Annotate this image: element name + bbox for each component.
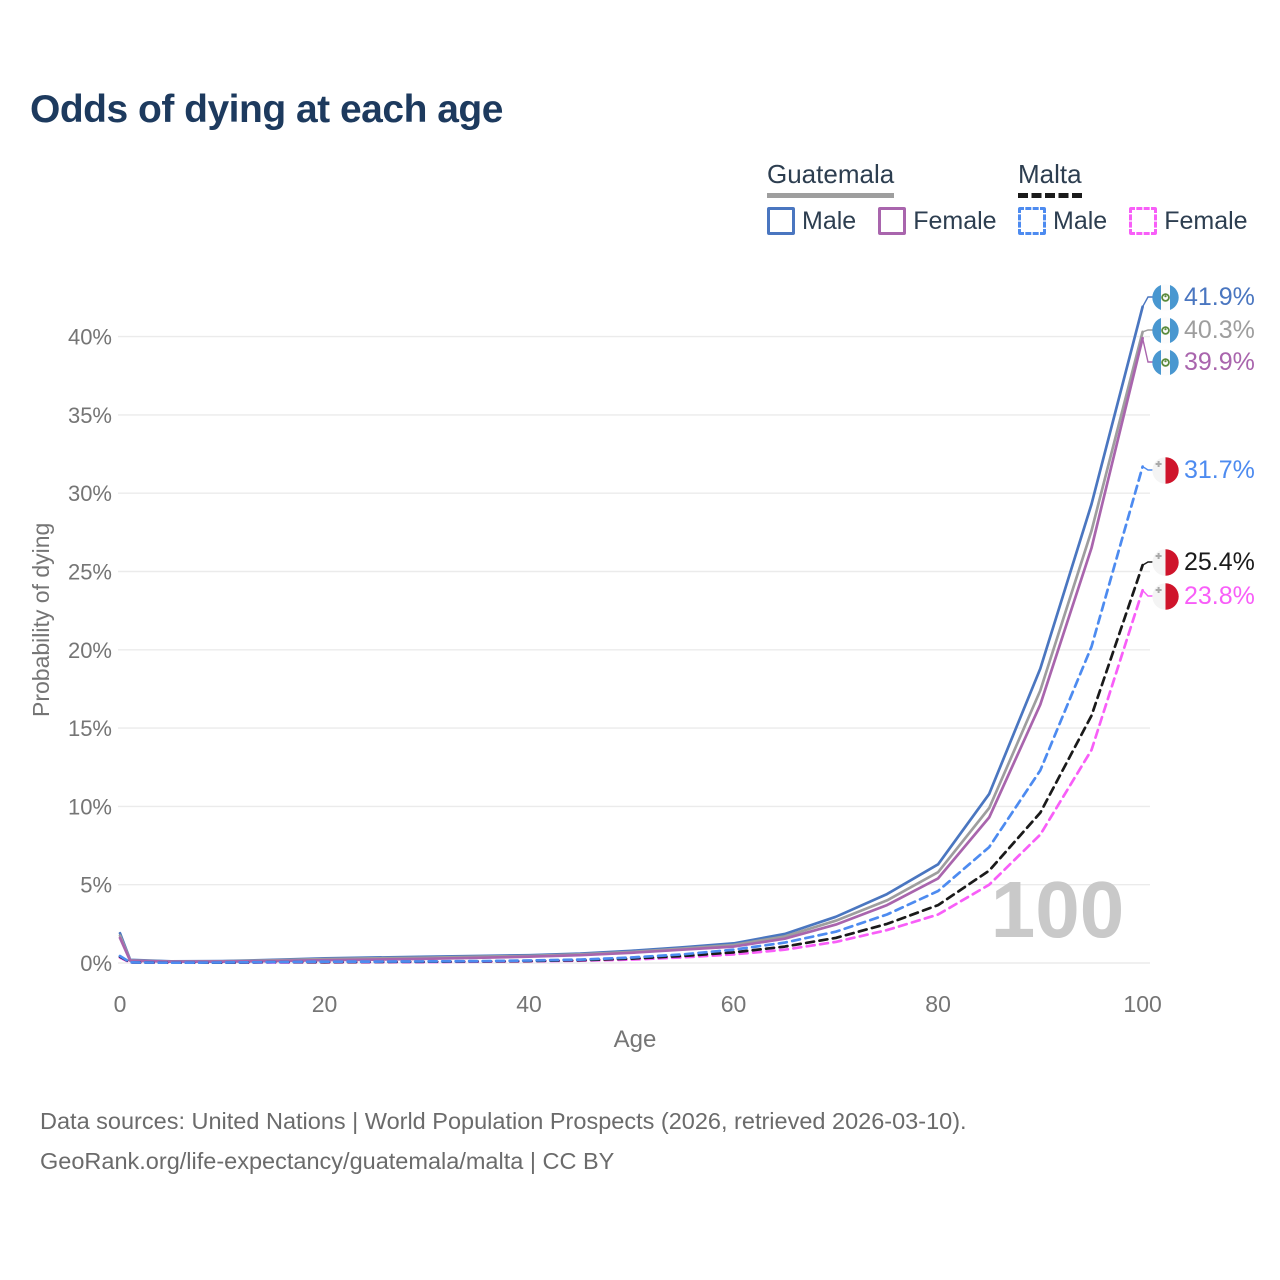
age-counter-watermark: 100 [990,865,1125,954]
end-label-malta-female: 23.8% [1152,581,1255,611]
y-tick-label: 5% [80,873,112,898]
guatemala-male-swatch-icon [767,207,795,236]
guatemala-flag-icon [1152,348,1179,376]
end-label-value: 31.7% [1184,455,1255,484]
series-line-guatemala-male [118,305,1144,963]
legend-country-malta[interactable]: Malta [1018,160,1082,198]
leader-line [1142,561,1153,566]
guatemala-flag-icon [1152,316,1179,344]
page-title: Odds of dying at each age [30,88,503,131]
x-axis-title: Age [613,1026,657,1053]
y-tick-label: 10% [68,794,112,819]
gridlines [118,335,1150,964]
y-tick-label: 0% [80,951,112,976]
end-label-malta-male: 31.7% [1152,455,1255,485]
leader-line [1141,296,1153,308]
legend-item-guatemala-male[interactable]: Male [767,207,856,236]
end-label-value: 23.8% [1184,581,1255,610]
guatemala-female-swatch-icon [878,207,907,236]
series-lines [118,305,1144,965]
end-label-malta-both: 25.4% [1152,547,1255,577]
legend-item-label: Female [913,206,997,235]
series-line-guatemala [118,330,1144,963]
malta-flag-icon [1152,582,1179,610]
tick-labels: 0% 5% 10% 15% 20% 25% 30% 35% 40% 0 20 40 60 80 100 [68,325,1162,1017]
x-tick-label: 20 [312,991,338,1017]
legend-item-malta-female[interactable]: Female [1129,206,1248,236]
leader-line [1141,338,1153,363]
guatemala-flag-icon [1152,283,1179,311]
malta-flag-icon [1152,456,1179,484]
end-label-guatemala-male: 41.9% [1152,282,1255,312]
y-tick-label: 35% [68,403,112,428]
data-source-text: Data sources: United Nations | World Pop… [40,1108,967,1134]
x-tick-label: 100 [1123,991,1161,1017]
legend-item-malta-male[interactable]: Male [1018,207,1107,236]
y-tick-label: 30% [68,481,112,506]
series-line-malta-male [118,465,1144,965]
legend-item-label: Male [1053,206,1108,235]
y-tick-label: 20% [68,638,112,663]
end-label-value: 41.9% [1184,282,1255,311]
x-tick-label: 60 [721,991,747,1017]
x-tick-label: 40 [516,991,542,1017]
x-tick-label: 80 [925,991,951,1017]
legend-group-malta: Malta Male Female [1018,160,1248,236]
attribution-text: GeoRank.org/life-expectancy/guatemala/ma… [40,1148,615,1174]
x-tick-label: 0 [114,991,127,1017]
legend-item-label: Male [802,206,857,235]
end-label-guatemala-female: 39.9% [1152,347,1255,377]
end-label-value: 40.3% [1184,315,1255,344]
y-tick-label: 15% [68,716,112,741]
legend-item-label: Female [1164,206,1248,235]
leader-line [1142,589,1153,597]
legend-item-guatemala-female[interactable]: Female [878,206,997,236]
end-label-value: 39.9% [1184,347,1255,376]
malta-male-swatch-icon [1018,207,1046,236]
leader-line [1142,466,1153,471]
legend-country-guatemala[interactable]: Guatemala [767,160,895,198]
malta-female-swatch-icon [1129,207,1158,236]
end-label-guatemala-both: 40.3% [1152,315,1255,345]
malta-flag-icon [1152,548,1179,576]
y-axis-title: Probability of dying [28,522,54,718]
leader-line [1142,329,1153,333]
y-tick-label: 40% [68,325,112,350]
y-tick-label: 25% [68,560,112,585]
leader-lines [1141,296,1153,597]
legend-group-guatemala: Guatemala Male Female [767,160,997,236]
end-label-value: 25.4% [1184,547,1255,576]
